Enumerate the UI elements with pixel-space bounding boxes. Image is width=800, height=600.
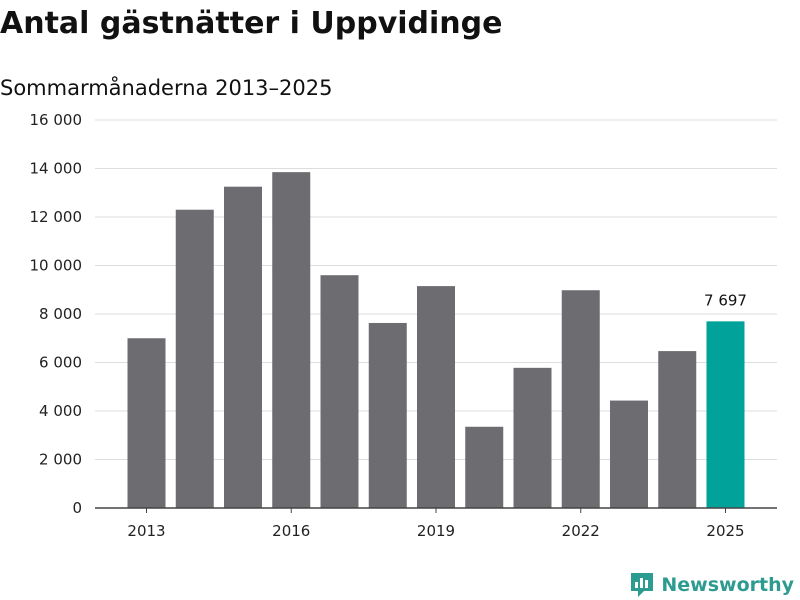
bar-2021 — [513, 367, 552, 508]
chart-title: Antal gästnätter i Uppvidinge — [0, 6, 503, 41]
x-tick-label: 2025 — [706, 522, 744, 540]
x-tick-label: 2019 — [417, 522, 455, 540]
bar-2025 — [706, 321, 745, 508]
chart-subtitle: Sommarmånaderna 2013–2025 — [0, 76, 333, 100]
bar-2022 — [561, 290, 600, 508]
data-labels: 7 697 — [704, 291, 747, 309]
x-tick-label: 2016 — [272, 522, 310, 540]
y-tick-label: 14 000 — [30, 160, 83, 178]
bar-2013 — [127, 338, 166, 508]
x-axis-ticks: 2013 2016 2019 2022 2025 — [95, 507, 777, 540]
data-label: 7 697 — [704, 291, 747, 309]
y-tick-label: 6 000 — [39, 354, 82, 372]
bar-2017 — [320, 275, 359, 508]
bar-2020 — [465, 426, 504, 508]
bar-2023 — [610, 400, 648, 508]
y-axis-ticks: 0 2 000 4 000 6 000 8 000 10 000 12 000 14 000 1… — [30, 111, 83, 517]
x-tick-label: 2013 — [127, 522, 165, 540]
y-tick-label: 0 — [72, 499, 82, 517]
brand-name: Newsworthy — [661, 574, 794, 596]
bars — [127, 172, 745, 508]
bar-2016 — [272, 172, 311, 508]
y-tick-label: 4 000 — [39, 402, 82, 420]
bar-2014 — [175, 209, 214, 508]
y-tick-label: 12 000 — [30, 208, 83, 226]
bar-2024 — [658, 351, 697, 508]
bar-2019 — [417, 286, 455, 508]
x-tick-label: 2022 — [562, 522, 600, 540]
y-tick-label: 10 000 — [30, 257, 83, 275]
y-tick-label: 2 000 — [39, 451, 82, 469]
newsworthy-logo-icon — [631, 573, 654, 597]
bar-2015 — [224, 186, 262, 508]
y-tick-label: 8 000 — [39, 305, 82, 323]
bar-2018 — [368, 322, 407, 508]
brand: Newsworthy — [629, 570, 794, 600]
y-tick-label: 16 000 — [30, 111, 83, 129]
